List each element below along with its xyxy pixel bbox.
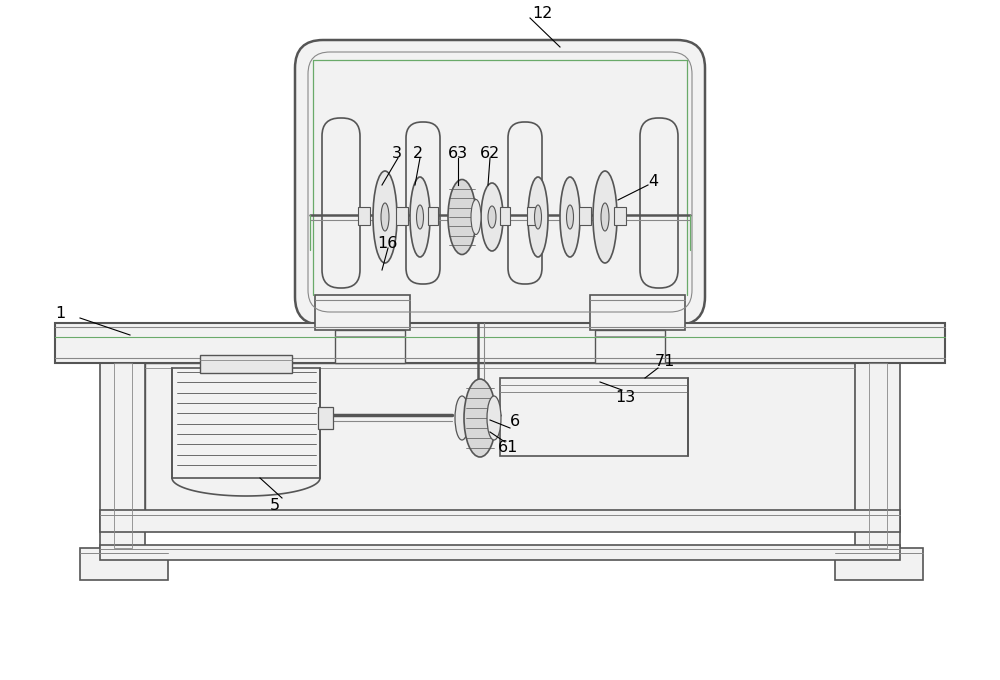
Text: 16: 16: [377, 235, 397, 250]
Bar: [315, 295, 410, 330]
Bar: [500, 207, 510, 225]
FancyBboxPatch shape: [640, 118, 678, 288]
Ellipse shape: [481, 183, 503, 251]
Bar: [172, 368, 320, 478]
Ellipse shape: [488, 206, 496, 228]
Text: 2: 2: [413, 146, 423, 160]
Bar: [855, 363, 900, 548]
Ellipse shape: [373, 171, 397, 263]
Bar: [835, 548, 923, 580]
Text: 5: 5: [270, 498, 280, 513]
Ellipse shape: [471, 199, 481, 235]
FancyBboxPatch shape: [406, 122, 440, 284]
Text: 12: 12: [532, 5, 552, 20]
Ellipse shape: [416, 205, 424, 229]
Text: 61: 61: [498, 441, 518, 456]
Bar: [500, 378, 688, 456]
Ellipse shape: [410, 177, 430, 257]
Bar: [428, 207, 438, 225]
Bar: [335, 330, 405, 363]
FancyBboxPatch shape: [295, 40, 705, 325]
Text: 4: 4: [648, 173, 658, 188]
Bar: [100, 510, 900, 532]
Bar: [869, 363, 887, 548]
Bar: [318, 407, 333, 429]
Bar: [595, 330, 665, 363]
Bar: [590, 295, 685, 330]
Ellipse shape: [464, 379, 496, 457]
Ellipse shape: [455, 396, 469, 440]
Bar: [200, 355, 292, 373]
Bar: [100, 363, 145, 548]
Ellipse shape: [560, 177, 580, 257]
Bar: [358, 207, 370, 225]
Text: 62: 62: [480, 146, 500, 160]
Ellipse shape: [487, 396, 501, 440]
Ellipse shape: [566, 205, 574, 229]
Ellipse shape: [528, 177, 548, 257]
FancyBboxPatch shape: [322, 118, 360, 288]
Bar: [100, 545, 900, 560]
Bar: [80, 548, 168, 580]
Ellipse shape: [593, 171, 617, 263]
Ellipse shape: [381, 203, 389, 231]
Text: 6: 6: [510, 415, 520, 430]
Bar: [579, 207, 591, 225]
Ellipse shape: [534, 205, 542, 229]
Bar: [55, 323, 945, 363]
FancyBboxPatch shape: [508, 122, 542, 284]
Text: 63: 63: [448, 146, 468, 160]
Bar: [145, 363, 855, 513]
Bar: [396, 207, 408, 225]
Text: 3: 3: [392, 146, 402, 160]
Bar: [614, 207, 626, 225]
Text: 13: 13: [615, 390, 635, 405]
Text: 1: 1: [55, 305, 65, 320]
Ellipse shape: [601, 203, 609, 231]
Bar: [114, 363, 132, 548]
Bar: [527, 207, 537, 225]
Text: 71: 71: [655, 354, 675, 369]
Ellipse shape: [448, 180, 476, 254]
